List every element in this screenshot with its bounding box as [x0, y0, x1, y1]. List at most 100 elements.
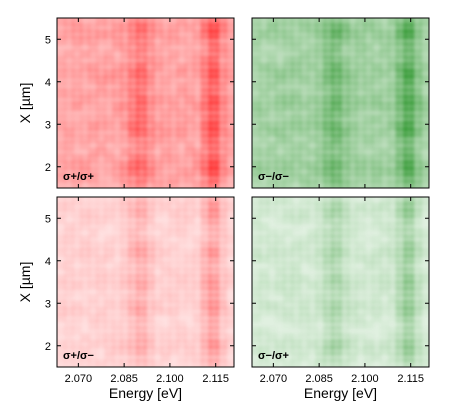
- heatmap-cell: [128, 197, 139, 205]
- x-tick-label: 2.085: [110, 373, 138, 385]
- heatmap-cell: [371, 121, 382, 131]
- heatmap-cell: [57, 160, 67, 170]
- heatmap-cell: [184, 274, 195, 283]
- heatmap-cell: [152, 154, 163, 163]
- heatmap-cell: [136, 141, 147, 150]
- heatmap-cell: [419, 307, 429, 316]
- heatmap-cell: [192, 108, 203, 118]
- heatmap-cell: [307, 281, 318, 290]
- heatmap-cell: [144, 23, 155, 33]
- heatmap-cell: [387, 18, 398, 26]
- heatmap-cell: [355, 173, 366, 183]
- heatmap-cell: [216, 23, 227, 33]
- heatmap-cell: [403, 228, 414, 238]
- heatmap-cell: [216, 274, 227, 283]
- heatmap-cell: [259, 248, 270, 257]
- heatmap-cell: [411, 287, 422, 297]
- heatmap-cell: [192, 339, 203, 349]
- heatmap-cell: [112, 235, 123, 244]
- heatmap-cell: [339, 339, 350, 349]
- heatmap-cell: [128, 43, 139, 52]
- heatmap-cell: [307, 248, 318, 257]
- heatmap-cell: [331, 346, 342, 355]
- heatmap-cell: [323, 43, 334, 52]
- heatmap-cell: [57, 241, 67, 251]
- heatmap-cell: [347, 173, 358, 183]
- heatmap-cell: [144, 261, 155, 270]
- heatmap-cell: [387, 339, 398, 349]
- heatmap-cell: [208, 307, 219, 316]
- heatmap-cells: [252, 197, 429, 367]
- heatmap-cell: [395, 209, 406, 218]
- heatmap-cell: [224, 69, 234, 78]
- heatmap-cell: [208, 267, 219, 277]
- heatmap-area: [252, 197, 429, 367]
- heatmap-cell: [291, 281, 302, 290]
- heatmap-cell: [275, 88, 286, 98]
- heatmap-cell: [379, 56, 390, 65]
- heatmap-cell: [128, 108, 139, 118]
- heatmap-cell: [184, 287, 195, 297]
- heatmap-cell: [347, 147, 358, 157]
- heatmap-cell: [152, 180, 163, 188]
- heatmap-cell: [152, 254, 163, 264]
- heatmap-cell: [160, 147, 171, 157]
- x-tick-label: 2.115: [397, 373, 424, 385]
- heatmap-cell: [176, 36, 187, 46]
- heatmap-cell: [291, 287, 302, 297]
- heatmap-cell: [88, 274, 99, 283]
- heatmap-cell: [88, 281, 99, 290]
- heatmap-cell: [347, 88, 358, 98]
- heatmap-cell: [411, 121, 422, 131]
- heatmap-cell: [411, 134, 422, 144]
- heatmap-cell: [144, 160, 155, 170]
- heatmap-cell: [379, 267, 390, 277]
- heatmap-cell: [315, 307, 326, 316]
- heatmap-cell: [168, 154, 179, 163]
- heatmap-cell: [144, 121, 155, 131]
- heatmap-cell: [323, 88, 334, 98]
- heatmap-cell: [104, 241, 115, 251]
- heatmap-cell: [355, 128, 366, 137]
- heatmap-cell: [144, 313, 155, 323]
- heatmap-cell: [259, 108, 270, 118]
- heatmap-cell: [283, 359, 294, 367]
- heatmap-cell: [267, 141, 278, 150]
- heatmap-cell: [80, 69, 91, 78]
- heatmap-cell: [88, 167, 99, 176]
- heatmap-cell: [152, 248, 163, 257]
- heatmap-cell: [112, 56, 123, 65]
- heatmap-area: [57, 197, 234, 367]
- heatmap-cell: [355, 95, 366, 104]
- heatmap-cell: [315, 23, 326, 33]
- polarization-label: σ−/σ+: [258, 350, 289, 362]
- heatmap-cell: [104, 134, 115, 144]
- heatmap-cell: [224, 274, 234, 283]
- heatmap-cell: [283, 141, 294, 150]
- heatmap-cell: [208, 235, 219, 244]
- heatmap-cell: [411, 320, 422, 329]
- heatmap-cell: [80, 88, 91, 98]
- heatmap-cell: [128, 241, 139, 251]
- heatmap-cell: [299, 56, 310, 65]
- heatmap-cell: [136, 23, 147, 33]
- heatmap-cell: [403, 115, 414, 124]
- heatmap-cell: [299, 254, 310, 264]
- heatmap-cell: [184, 267, 195, 277]
- heatmap-cell: [395, 160, 406, 170]
- heatmap-cell: [315, 173, 326, 183]
- heatmap-cell: [379, 43, 390, 52]
- heatmap-cell: [291, 36, 302, 46]
- heatmap-cell: [395, 313, 406, 323]
- heatmap-cell: [136, 115, 147, 124]
- heatmap-cell: [176, 30, 187, 39]
- heatmap-cell: [347, 82, 358, 91]
- heatmap-cell: [88, 300, 99, 310]
- heatmap-cell: [411, 160, 422, 170]
- heatmap-cell: [371, 82, 382, 91]
- heatmap-cell: [216, 287, 227, 297]
- heatmap-cell: [371, 115, 382, 124]
- heatmap-cell: [371, 209, 382, 218]
- plot-frame: [56, 17, 235, 189]
- heatmap-cell: [184, 326, 195, 336]
